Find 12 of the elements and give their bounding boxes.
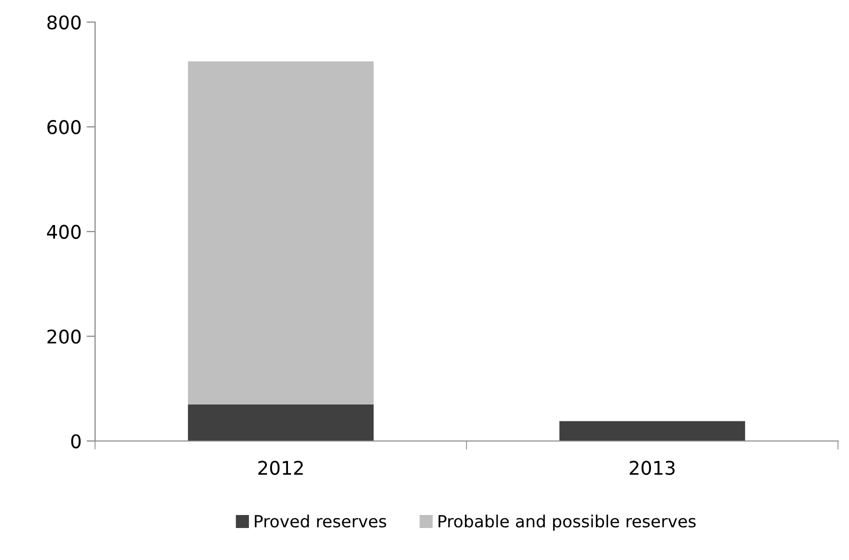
legend-label: Proved reserves [254,514,386,528]
y-tick-label: 200 [47,329,81,344]
x-tick-label: 2012 [258,460,303,475]
y-tick-label: 400 [47,224,81,239]
bar [188,404,374,441]
legend-label: Probable and possible reserves [438,514,696,531]
y-tick-label: 0 [71,434,81,448]
y-tick-label: 800 [47,15,81,30]
y-tick-label: 600 [47,120,81,134]
bar [559,421,746,441]
x-tick-label: 2013 [630,460,675,475]
bar [188,61,374,404]
